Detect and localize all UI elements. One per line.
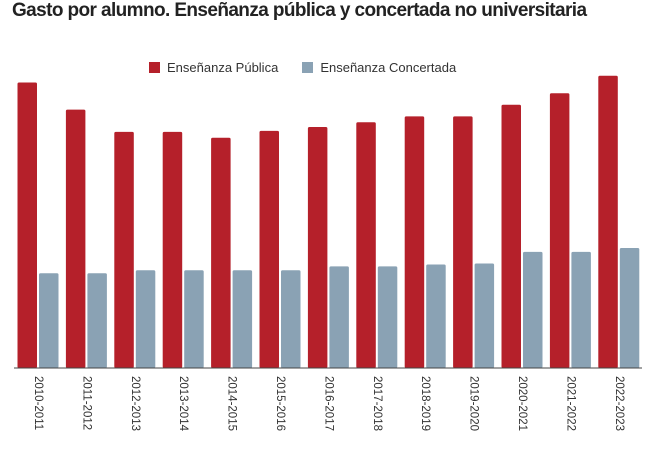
x-tick-label-2011-2012: 2011-2012 — [80, 376, 92, 430]
bar-publica-2019-2020 — [453, 116, 473, 369]
bar-group-2014-2015 — [211, 137, 253, 368]
x-tick-label-2019-2020: 2019-2020 — [468, 376, 480, 431]
bar-publica-2015-2016 — [259, 130, 279, 368]
legend-item-publica: Enseñanza Pública — [149, 60, 278, 75]
bar-concertada-2010-2011 — [39, 273, 59, 368]
bar-concertada-2021-2022 — [571, 251, 591, 368]
bar-publica-2014-2015 — [211, 137, 231, 368]
bar-group-2012-2013 — [114, 131, 156, 368]
bar-group-2022-2023 — [598, 75, 640, 368]
bar-publica-2017-2018 — [356, 122, 376, 368]
bar-concertada-2022-2023 — [619, 248, 640, 368]
x-tick-label-2012-2013: 2012-2013 — [129, 376, 141, 431]
chart-title: Gasto por alumno. Enseñanza pública y co… — [12, 0, 587, 21]
x-tick-label-2020-2021: 2020-2021 — [516, 376, 528, 431]
x-tick-label-2018-2019: 2018-2019 — [419, 376, 431, 431]
bar-publica-2018-2019 — [404, 116, 425, 369]
bar-publica-2021-2022 — [549, 93, 570, 368]
bar-publica-2012-2013 — [114, 131, 134, 368]
bar-concertada-2015-2016 — [281, 270, 301, 368]
legend: Enseñanza Pública Enseñanza Concertada — [149, 60, 480, 75]
bar-group-2010-2011 — [17, 82, 59, 368]
bar-publica-2011-2012 — [65, 109, 86, 368]
x-tick-label-2013-2014: 2013-2014 — [177, 376, 189, 432]
legend-item-concertada: Enseñanza Concertada — [302, 60, 456, 75]
legend-swatch-publica — [149, 62, 160, 73]
bar-publica-2020-2021 — [501, 104, 521, 369]
bar-group-2019-2020 — [453, 116, 495, 369]
bar-publica-2010-2011 — [17, 82, 37, 368]
bar-concertada-2013-2014 — [184, 270, 204, 368]
legend-label-concertada: Enseñanza Concertada — [320, 60, 457, 75]
x-tick-label-2017-2018: 2017-2018 — [371, 376, 383, 431]
bar-group-2020-2021 — [501, 104, 543, 369]
legend-swatch-concertada — [302, 62, 314, 73]
bar-concertada-2012-2013 — [135, 270, 156, 368]
bar-group-2021-2022 — [549, 93, 591, 368]
bar-concertada-2019-2020 — [474, 263, 495, 368]
x-tick-label-2015-2016: 2015-2016 — [274, 376, 286, 431]
x-tick-label-2010-2011: 2010-2011 — [32, 376, 44, 430]
x-tick-label-2021-2022: 2021-2022 — [564, 376, 576, 431]
bar-group-2018-2019 — [404, 116, 446, 369]
bar-group-2017-2018 — [356, 122, 398, 368]
bar-concertada-2017-2018 — [377, 266, 398, 368]
bar-concertada-2018-2019 — [426, 264, 446, 368]
bar-concertada-2011-2012 — [87, 273, 107, 368]
x-tick-label-2022-2023: 2022-2023 — [613, 376, 625, 431]
bar-publica-2016-2017 — [307, 127, 328, 368]
bar-concertada-2020-2021 — [523, 251, 543, 368]
bar-group-2015-2016 — [259, 130, 301, 368]
bar-group-2016-2017 — [307, 127, 349, 368]
x-tick-label-2014-2015: 2014-2015 — [226, 376, 238, 431]
bar-concertada-2016-2017 — [329, 266, 349, 368]
bar-publica-2013-2014 — [162, 131, 183, 368]
legend-label-publica: Enseñanza Pública — [167, 60, 279, 75]
bar-publica-2022-2023 — [598, 75, 618, 368]
x-tick-label-2016-2017: 2016-2017 — [322, 376, 334, 431]
bar-group-2011-2012 — [65, 109, 107, 368]
bar-concertada-2014-2015 — [232, 270, 253, 368]
bar-group-2013-2014 — [162, 131, 204, 368]
